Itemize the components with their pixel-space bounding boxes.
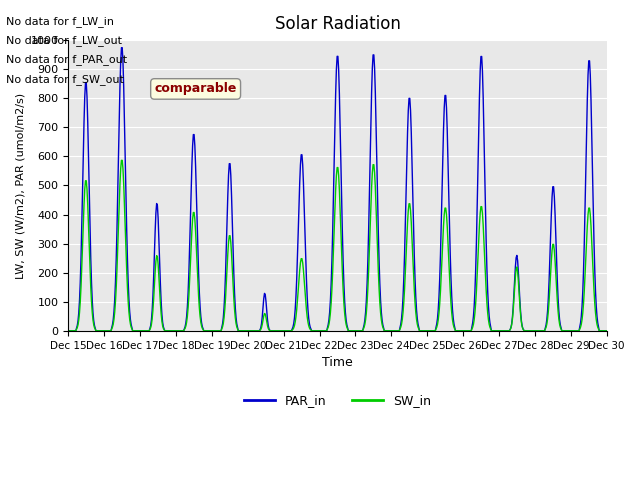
Legend: PAR_in, SW_in: PAR_in, SW_in [239,389,436,412]
Title: Solar Radiation: Solar Radiation [275,15,401,33]
Text: No data for f_SW_out: No data for f_SW_out [6,73,124,84]
Y-axis label: LW, SW (W/m2), PAR (umol/m2/s): LW, SW (W/m2), PAR (umol/m2/s) [15,93,25,278]
Text: No data for f_LW_in: No data for f_LW_in [6,16,115,27]
Text: comparable: comparable [154,83,237,96]
Text: No data for f_PAR_out: No data for f_PAR_out [6,54,127,65]
X-axis label: Time: Time [322,356,353,369]
Text: No data for f_LW_out: No data for f_LW_out [6,35,122,46]
